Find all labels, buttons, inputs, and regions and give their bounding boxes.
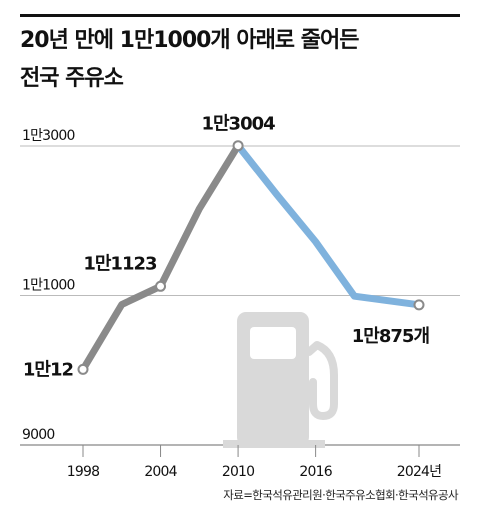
data-point	[155, 280, 167, 292]
data-labels: 1만12 1만1123 1만3004 1만875개	[23, 114, 431, 381]
source-note: 자료=한국석유관리원·한국주유소협회·한국석유공사	[223, 488, 458, 502]
x-tick-label: 2016	[299, 464, 332, 480]
data-label: 1만12	[23, 359, 73, 380]
data-point	[232, 140, 244, 152]
x-tick-label: 2024년	[397, 464, 442, 480]
axis-ticks: 1만3000 1만1000 9000 1998 2004 2010 2016 2024년	[22, 128, 442, 480]
y-tick-label: 1만3000	[22, 128, 75, 144]
pump-hose	[305, 341, 338, 420]
data-label: 1만875개	[352, 326, 430, 347]
pump-window	[250, 327, 296, 359]
chart-title-line-2: 전국 주유소	[20, 66, 124, 91]
x-tick-label: 2010	[222, 464, 254, 480]
data-point	[413, 299, 425, 311]
data-label: 1만3004	[201, 114, 275, 135]
y-tick-label: 9000	[22, 427, 54, 443]
pump-base	[223, 440, 325, 448]
data-markers	[77, 140, 425, 375]
chart-title-line-1: 20년 만에 1만1000개 아래로 줄어든	[20, 28, 359, 53]
series-line-2	[235, 143, 420, 309]
x-tick-label: 1998	[67, 464, 99, 480]
data-point	[77, 363, 89, 375]
top-rule	[20, 14, 460, 17]
y-tick-label: 1만1000	[22, 278, 75, 294]
x-tick-label: 2004	[144, 464, 177, 480]
fuel-pump-icon	[223, 312, 338, 448]
data-label: 1만1123	[83, 253, 157, 274]
